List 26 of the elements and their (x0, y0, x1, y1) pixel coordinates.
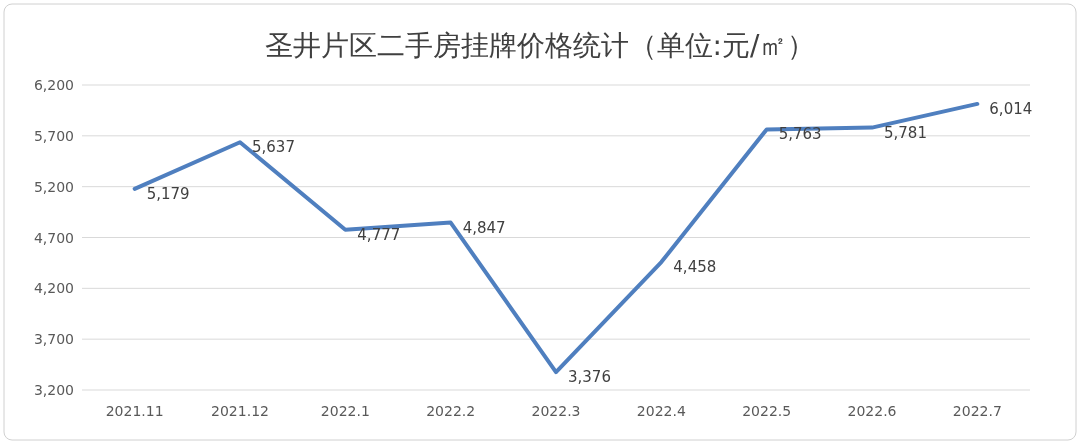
x-tick-label: 2022.3 (531, 403, 581, 419)
data-label: 4,777 (357, 225, 401, 244)
y-tick-label: 4,200 (33, 280, 74, 297)
data-label: 5,781 (884, 123, 927, 142)
data-label: 6,014 (989, 99, 1033, 118)
data-label: 5,763 (778, 125, 822, 144)
x-tick-label: 2022.1 (320, 403, 370, 419)
data-label: 5,179 (146, 184, 190, 203)
x-tick-label: 2021.12 (211, 403, 269, 419)
y-tick-label: 6,200 (33, 77, 74, 93)
y-tick-label: 3,200 (33, 382, 74, 398)
x-tick-label: 2022.6 (847, 403, 897, 419)
y-tick-label: 5,200 (33, 178, 74, 195)
y-tick-label: 4,700 (33, 229, 74, 246)
x-tick-label: 2022.7 (952, 403, 1002, 419)
data-label: 4,847 (462, 218, 506, 237)
y-tick-label: 5,700 (33, 127, 74, 144)
x-tick-label: 2022.4 (636, 403, 686, 419)
chart-title: 圣井片区二手房挂牌价格统计（单位:元/㎡） (264, 29, 816, 62)
x-tick-label: 2022.5 (742, 403, 792, 419)
x-tick-label: 2021.11 (105, 403, 164, 419)
data-label: 3,376 (568, 368, 611, 387)
data-label: 4,458 (673, 258, 717, 277)
x-tick-label: 2022.2 (426, 403, 476, 419)
y-tick-label: 3,700 (33, 331, 74, 348)
data-label: 5,637 (252, 138, 295, 157)
